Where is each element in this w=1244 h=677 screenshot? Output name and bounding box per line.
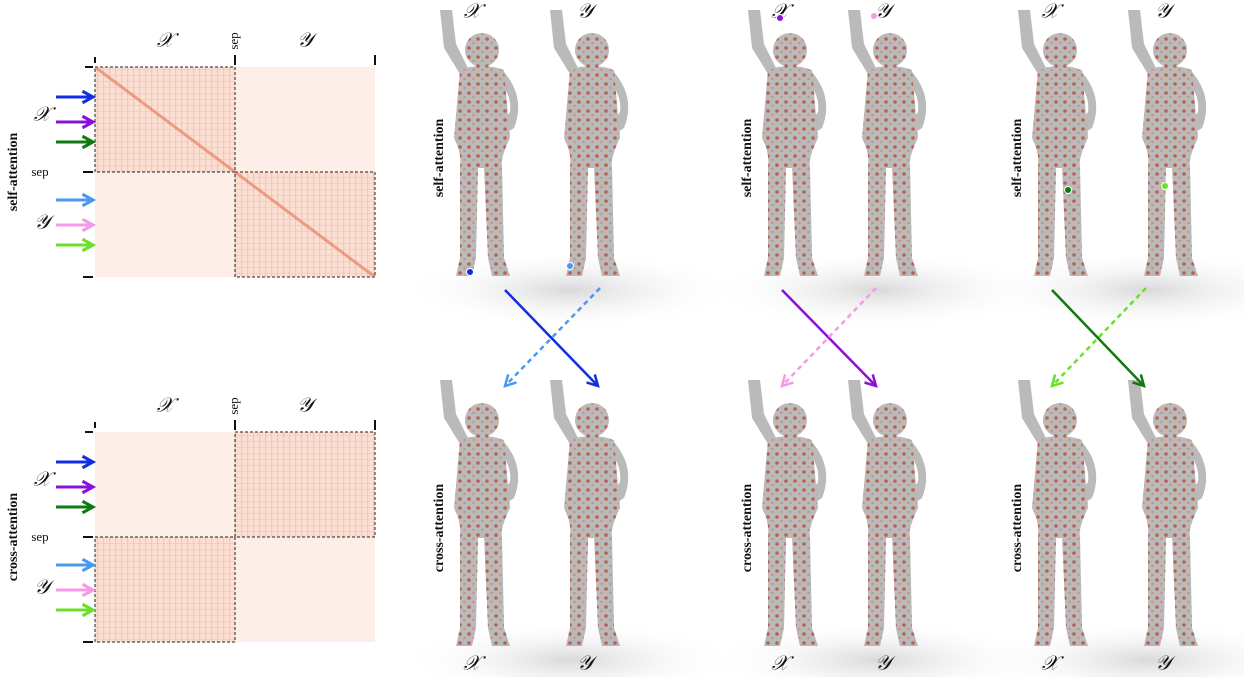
heatmap-block <box>235 432 375 537</box>
top-label: 𝒳 <box>156 393 179 417</box>
render-title: cross-attention <box>1010 484 1025 573</box>
query-point <box>871 13 878 20</box>
top-label: 𝒳 <box>156 28 179 52</box>
figure: 𝒳sep 𝒴 𝒳sep 𝒴self-attention 𝒳sep 𝒴 𝒳sep 𝒴cross-… <box>0 0 1244 677</box>
person-render <box>1018 10 1096 276</box>
arrow <box>56 136 93 148</box>
person-render <box>550 380 628 646</box>
render-title: self-attention <box>432 119 447 198</box>
arrow <box>56 559 93 571</box>
side-label: 𝒳 <box>33 467 56 491</box>
top-sep-label: sep <box>226 32 241 49</box>
person-render <box>1018 380 1096 646</box>
render-title: self-attention <box>740 119 755 198</box>
arrow <box>56 116 93 128</box>
person-render <box>550 10 628 276</box>
side-label: 𝒳 <box>33 102 56 126</box>
person-render <box>440 10 518 276</box>
person-render <box>848 380 926 646</box>
heatmap-block <box>95 537 235 642</box>
arrow <box>56 481 93 493</box>
query-point <box>777 15 784 22</box>
arrow <box>56 456 93 468</box>
person-render <box>848 10 926 276</box>
arrow <box>56 194 93 206</box>
arrow <box>56 239 93 251</box>
person-render <box>1128 10 1206 276</box>
query-point <box>567 263 574 270</box>
floor-shadow <box>978 250 1244 330</box>
person-render <box>440 380 518 646</box>
query-point <box>1162 183 1169 190</box>
axis-bracket <box>95 55 375 65</box>
render-label: 𝒴 <box>1155 0 1176 23</box>
heatmap-title: cross-attention <box>6 493 21 582</box>
render-title: cross-attention <box>740 484 755 573</box>
arrow <box>56 604 93 616</box>
arrow <box>56 219 93 231</box>
arrow <box>56 584 93 596</box>
top-sep-label: sep <box>226 397 241 414</box>
arrow <box>56 91 93 103</box>
arrow <box>56 501 93 513</box>
side-label: 𝒴 <box>34 210 55 234</box>
render-label: 𝒴 <box>875 0 896 23</box>
person-render <box>1128 380 1206 646</box>
render-title: self-attention <box>1010 119 1025 198</box>
side-sep-label: sep <box>31 529 48 544</box>
render-label: 𝒳 <box>1041 0 1064 23</box>
query-point <box>1065 187 1072 194</box>
person-render <box>748 380 826 646</box>
top-label: 𝒴 <box>297 28 318 52</box>
render-label: 𝒳 <box>463 0 486 23</box>
heatmap-title: self-attention <box>6 133 21 212</box>
axis-bracket <box>95 420 375 430</box>
floor-shadow <box>978 620 1244 677</box>
person-render <box>748 10 826 276</box>
render-label: 𝒴 <box>577 0 598 23</box>
query-point <box>467 269 474 276</box>
side-sep-label: sep <box>31 164 48 179</box>
side-label: 𝒴 <box>34 575 55 599</box>
render-title: cross-attention <box>432 484 447 573</box>
top-label: 𝒴 <box>297 393 318 417</box>
